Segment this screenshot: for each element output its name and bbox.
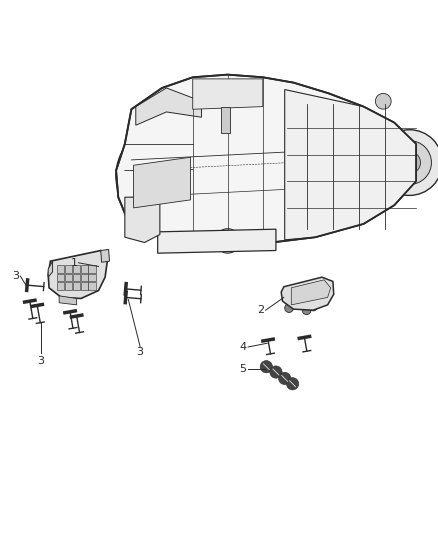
Circle shape <box>215 229 240 253</box>
Polygon shape <box>221 107 230 133</box>
Polygon shape <box>88 265 96 273</box>
Polygon shape <box>285 90 416 240</box>
Polygon shape <box>59 296 77 305</box>
Polygon shape <box>136 88 201 125</box>
Polygon shape <box>193 79 263 109</box>
Circle shape <box>388 141 431 184</box>
Circle shape <box>168 174 182 188</box>
Polygon shape <box>88 282 96 290</box>
Text: 5: 5 <box>240 364 247 374</box>
Circle shape <box>144 216 154 227</box>
Polygon shape <box>81 282 88 290</box>
Polygon shape <box>73 274 80 281</box>
Polygon shape <box>57 274 64 281</box>
Polygon shape <box>65 282 72 290</box>
Circle shape <box>377 130 438 196</box>
Polygon shape <box>57 282 64 290</box>
Circle shape <box>121 188 130 197</box>
Polygon shape <box>48 251 107 298</box>
Polygon shape <box>65 274 72 281</box>
Circle shape <box>302 306 311 314</box>
Circle shape <box>199 140 208 149</box>
Polygon shape <box>73 265 80 273</box>
Polygon shape <box>57 265 64 273</box>
Circle shape <box>279 372 291 385</box>
Polygon shape <box>81 265 88 273</box>
Polygon shape <box>116 75 416 243</box>
Circle shape <box>151 110 160 119</box>
Text: 3: 3 <box>137 347 144 357</box>
Circle shape <box>148 189 163 205</box>
Circle shape <box>147 165 164 182</box>
Text: 3: 3 <box>37 357 44 366</box>
Circle shape <box>260 360 272 373</box>
Polygon shape <box>48 261 53 277</box>
Text: 2: 2 <box>257 305 264 315</box>
Circle shape <box>286 377 299 390</box>
Circle shape <box>220 233 236 249</box>
Polygon shape <box>73 282 80 290</box>
Circle shape <box>158 235 167 244</box>
Polygon shape <box>291 280 331 305</box>
Polygon shape <box>101 249 110 262</box>
Circle shape <box>375 93 391 109</box>
Circle shape <box>285 304 293 312</box>
Polygon shape <box>88 274 96 281</box>
Circle shape <box>128 205 139 216</box>
Polygon shape <box>65 265 72 273</box>
Polygon shape <box>158 229 276 253</box>
Circle shape <box>309 302 318 311</box>
Polygon shape <box>134 157 191 208</box>
Polygon shape <box>281 277 334 310</box>
Circle shape <box>201 198 210 207</box>
Polygon shape <box>125 197 160 243</box>
Text: 4: 4 <box>240 342 247 352</box>
Polygon shape <box>81 274 88 281</box>
Text: 3: 3 <box>12 271 19 281</box>
Circle shape <box>270 366 282 378</box>
Circle shape <box>399 151 420 174</box>
Text: 1: 1 <box>71 258 78 268</box>
